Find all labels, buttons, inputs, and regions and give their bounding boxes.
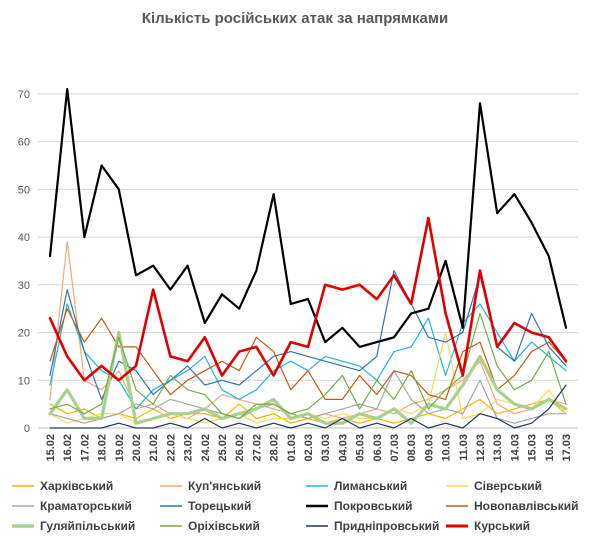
legend-item: Куп'янський (160, 479, 261, 493)
legend-label: Торецький (188, 499, 251, 513)
legend: Харківський Куп'янський Лиманський Сіверськ… (12, 479, 579, 533)
legend-item: Краматорський (12, 499, 132, 513)
y-axis-ticks: 0 10 20 30 40 50 60 70 (18, 89, 30, 435)
x-tick-label: 22.02 (165, 434, 177, 462)
chart-title: Кількість російських атак за напрямками (141, 10, 449, 27)
x-tick-label: 17.02 (79, 434, 91, 462)
legend-label: Оріхівський (188, 519, 260, 533)
legend-label: Краматорський (40, 499, 132, 513)
x-tick-label: 19.02 (114, 434, 126, 462)
series-line (48, 330, 568, 425)
y-tick-label: 40 (18, 232, 30, 244)
legend-label: Курський (474, 519, 530, 533)
x-tick-label: 26.02 (234, 434, 246, 462)
legend-label: Харківський (40, 479, 113, 493)
legend-label: Придніпровський (334, 519, 439, 533)
series-line (49, 308, 567, 400)
x-tick-label: 16.03 (544, 434, 556, 462)
legend-item: Гуляйпільський (12, 519, 135, 533)
series-line (49, 384, 567, 429)
x-tick-label: 15.03 (527, 434, 539, 462)
series-line (49, 241, 567, 420)
x-tick-label: 15.02 (45, 434, 57, 462)
x-tick-label: 01.03 (286, 434, 298, 462)
x-tick-label: 23.02 (183, 434, 195, 462)
x-tick-label: 24.02 (200, 434, 212, 462)
legend-item: Лиманський (306, 479, 407, 493)
series-line (48, 87, 568, 348)
y-tick-label: 30 (18, 280, 30, 292)
x-tick-label: 25.02 (217, 434, 229, 462)
x-tick-label: 18.02 (97, 434, 109, 462)
x-tick-label: 17.03 (561, 434, 573, 462)
x-tick-label: 06.03 (372, 434, 384, 462)
legend-item: Новопавлівський (446, 499, 579, 513)
legend-item: Торецький (160, 499, 251, 513)
x-tick-label: 13.03 (492, 434, 504, 462)
x-axis-ticks: 15.02 16.02 17.02 18.02 19.02 20.02 21.02 22.02… (45, 434, 573, 462)
legend-label: Новопавлівський (474, 499, 579, 513)
legend-item: Покровський (306, 499, 413, 513)
legend-label: Куп'янський (188, 479, 261, 493)
x-tick-label: 03.03 (320, 434, 332, 462)
series-line (49, 312, 567, 420)
x-tick-label: 21.02 (148, 434, 160, 462)
x-tick-label: 02.03 (303, 434, 315, 462)
y-tick-label: 60 (18, 137, 30, 149)
x-tick-label: 20.02 (131, 434, 143, 462)
legend-label: Покровський (334, 499, 413, 513)
legend-label: Гуляйпільський (40, 519, 135, 533)
legend-item: Придніпровський (306, 519, 439, 533)
x-tick-label: 10.03 (441, 434, 453, 462)
series-lines (48, 87, 568, 429)
y-tick-label: 70 (18, 89, 30, 101)
gridlines (38, 93, 578, 429)
legend-item: Харківський (12, 479, 113, 493)
legend-label: Лиманський (334, 479, 407, 493)
legend-item: Сіверський (446, 479, 542, 493)
y-tick-label: 0 (24, 423, 30, 435)
series-line (49, 370, 567, 424)
legend-item: Оріхівський (160, 519, 260, 533)
x-tick-label: 09.03 (423, 434, 435, 462)
x-tick-label: 05.03 (355, 434, 367, 462)
legend-item: Курський (446, 519, 530, 533)
y-tick-label: 50 (18, 184, 30, 196)
x-tick-label: 28.02 (269, 434, 281, 462)
x-tick-label: 08.03 (406, 434, 418, 462)
y-tick-label: 20 (18, 328, 30, 340)
legend-label: Сіверський (474, 479, 542, 493)
x-tick-label: 11.03 (458, 434, 470, 461)
series-line (48, 216, 568, 382)
x-tick-label: 14.03 (509, 434, 521, 462)
x-tick-label: 12.03 (475, 434, 487, 462)
x-tick-label: 27.02 (251, 434, 263, 462)
y-tick-label: 10 (18, 375, 30, 387)
x-tick-label: 16.02 (62, 434, 74, 462)
x-tick-label: 07.03 (389, 434, 401, 462)
x-tick-label: 04.03 (337, 434, 349, 462)
series-line (49, 398, 567, 424)
